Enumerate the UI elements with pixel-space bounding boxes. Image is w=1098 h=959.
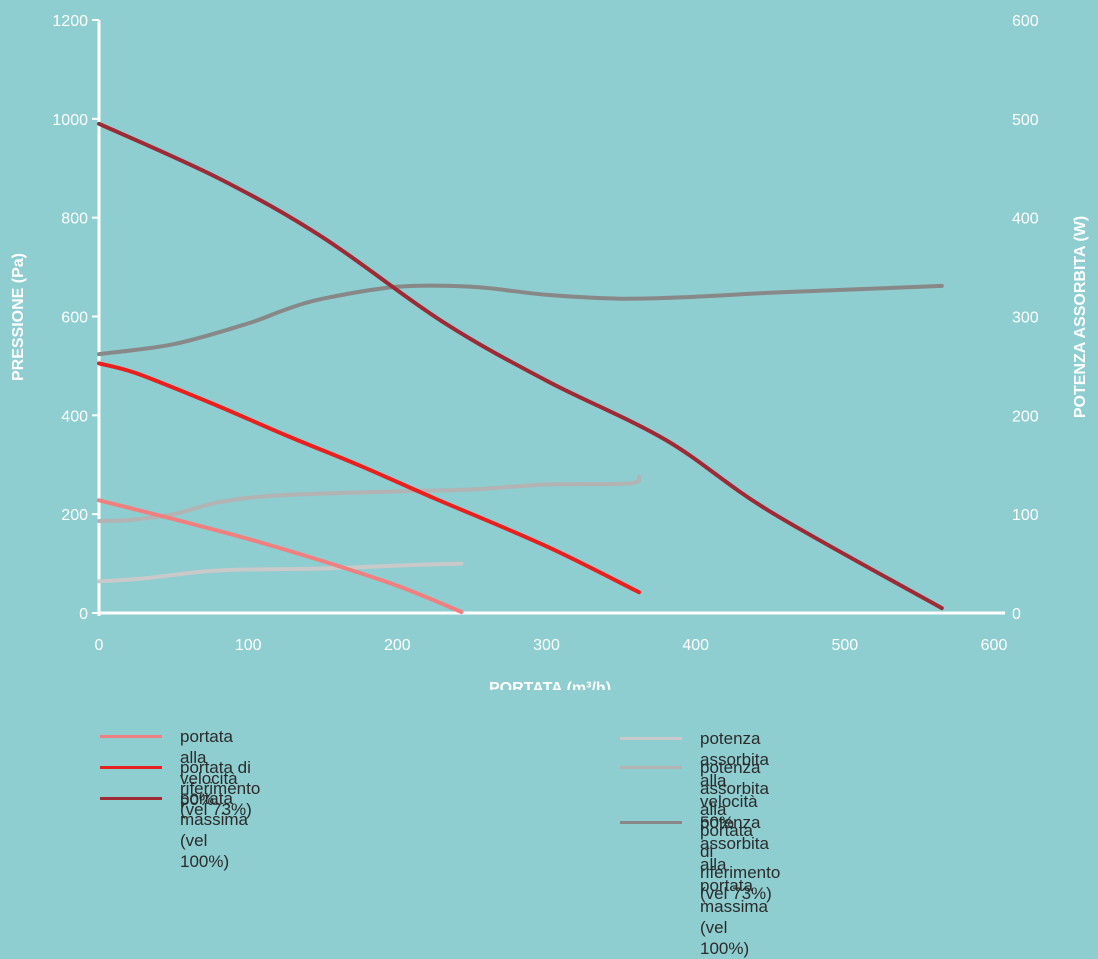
- y-axis-title: PRESSIONE (Pa): [10, 253, 27, 381]
- y2-tick-label: 400: [1012, 211, 1039, 228]
- x-tick-label: 600: [981, 637, 1008, 654]
- x-tick-label: 500: [831, 637, 858, 654]
- y-tick-label: 1000: [52, 112, 88, 129]
- legend-item: portata alla velocità 50%: [100, 726, 238, 810]
- y2-axis-title: POTENZA ASSORBITA (W): [1072, 216, 1089, 418]
- series-line-4: [97, 561, 464, 584]
- y-tick-label: 400: [61, 408, 88, 425]
- series-line-5: [97, 474, 641, 524]
- y2-tick-label: 600: [1012, 13, 1039, 30]
- y-tick-label: 600: [61, 310, 88, 327]
- y-tick-label: 0: [79, 606, 88, 623]
- series-line-2: [97, 361, 641, 595]
- legend-item: portata di riferimento (vel 73%): [100, 757, 260, 820]
- series-lines: [97, 121, 944, 614]
- y-tick-label: 1200: [52, 13, 88, 30]
- y-tick-label: 200: [61, 507, 88, 524]
- legend-item: portata massima (vel 100%): [100, 788, 248, 872]
- legend-swatch: [620, 821, 682, 824]
- legend-label: potenza assorbita alla velocità 50%: [700, 729, 769, 832]
- legend-item: potenza assorbita alla portata massima (…: [620, 812, 769, 959]
- y2-tick-label: 0: [1012, 606, 1021, 623]
- legend-label: portata alla velocità 50%: [180, 727, 238, 809]
- x-tick-label: 300: [533, 637, 560, 654]
- series-line-6: [97, 283, 944, 357]
- x-axis-title: PORTATA (m³/h): [489, 680, 611, 690]
- x-tick-label: 100: [235, 637, 262, 654]
- axes: [92, 19, 1005, 616]
- x-tick-label: 400: [682, 637, 709, 654]
- chart: 0200400600800100012000100200300400500600…: [10, 13, 1089, 690]
- legend-swatch: [100, 766, 162, 769]
- y2-tick-label: 100: [1012, 507, 1039, 524]
- legend-label: potenza assorbita alla portata massima (…: [700, 813, 769, 958]
- legend-swatch: [100, 735, 162, 738]
- x-tick-label: 0: [95, 637, 104, 654]
- x-tick-label: 200: [384, 637, 411, 654]
- series-line-3: [97, 121, 944, 611]
- legend-swatch: [620, 766, 682, 769]
- legend-label: portata di riferimento (vel 73%): [180, 758, 261, 819]
- y2-tick-label: 300: [1012, 310, 1039, 327]
- series-line-1: [97, 498, 464, 614]
- legend-item: potenza assorbita alla velocità 50%: [620, 728, 769, 833]
- tick-labels: 0200400600800100012000100200300400500600…: [52, 13, 1038, 654]
- legend-swatch: [620, 737, 682, 740]
- y2-tick-label: 500: [1012, 112, 1039, 129]
- legend-swatch: [100, 797, 162, 800]
- y2-tick-label: 200: [1012, 408, 1039, 425]
- legend-label: portata massima (vel 100%): [180, 789, 249, 871]
- y-tick-label: 800: [61, 211, 88, 228]
